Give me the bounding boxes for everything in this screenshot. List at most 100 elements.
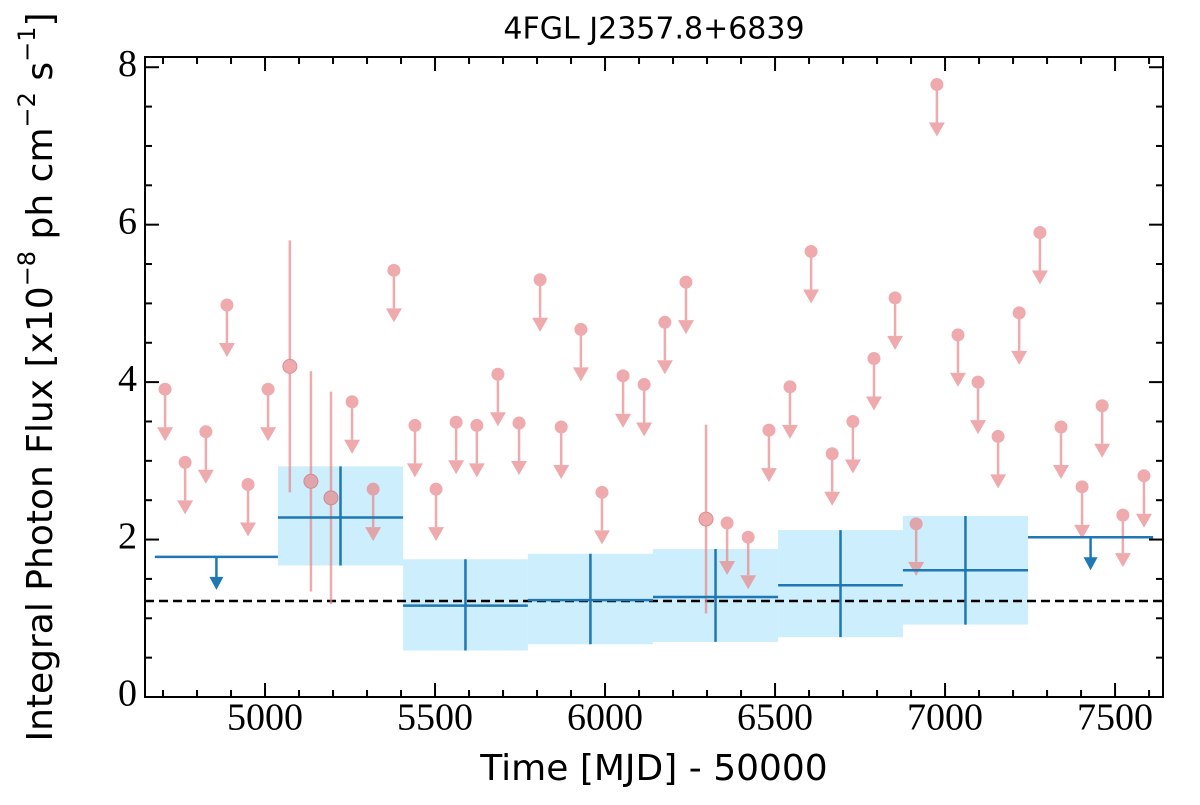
detection-point [323, 490, 339, 506]
y-tick-label: 6 [118, 200, 137, 242]
upper-limit-point [679, 275, 693, 289]
upper-limit-point [261, 382, 275, 396]
x-axis-label: Time [MJD] - 50000 [479, 748, 827, 789]
upper-limit-point [470, 418, 484, 432]
upper-limit-point [533, 273, 547, 287]
upper-limit-arrowhead [197, 469, 214, 484]
chart-title: 4FGL J2357.8+6839 [503, 12, 804, 47]
upper-limit-point [658, 315, 672, 329]
detection [303, 371, 319, 592]
upper-limit [1031, 226, 1048, 285]
upper-limit-point [366, 482, 380, 496]
upper-limit-arrowhead [593, 530, 610, 545]
upper-limit-arrowhead [240, 522, 257, 537]
upper-limit [468, 418, 485, 478]
upper-limit-point [429, 482, 443, 496]
upper-limit-point [762, 423, 776, 437]
upper-limit-arrowhead [572, 367, 589, 382]
upper-limit [782, 380, 799, 439]
x-tick-label: 5500 [397, 697, 473, 739]
upper-limit-arrowhead [677, 320, 694, 335]
upper-limit-arrowhead [887, 335, 904, 350]
upper-limit [1052, 420, 1069, 479]
upper-limit-arrowhead [844, 459, 861, 474]
upper-limit-arrowhead [760, 468, 777, 483]
bin-upper-limit-arrowhead [1083, 557, 1098, 571]
upper-limit [428, 482, 445, 542]
upper-limit [344, 395, 361, 454]
upper-limit-point [220, 298, 234, 312]
upper-limit-arrowhead [1114, 553, 1131, 568]
upper-limit-point [449, 415, 463, 429]
detection [282, 240, 298, 493]
upper-limit [615, 369, 632, 428]
upper-limit-point [846, 414, 860, 428]
upper-limit [240, 477, 257, 537]
upper-limit-point [909, 517, 923, 531]
upper-limit [177, 455, 194, 515]
upper-limit-arrowhead [615, 413, 632, 428]
upper-limit-arrowhead [448, 460, 465, 475]
upper-limit-arrowhead [1094, 443, 1111, 458]
upper-limit-arrowhead [385, 308, 402, 323]
upper-limit [990, 429, 1007, 489]
upper-limit-arrowhead [1052, 464, 1069, 479]
y-axis-label-part: s [20, 62, 61, 92]
upper-limit [197, 425, 214, 484]
y-tick-label: 0 [118, 673, 137, 715]
upper-limit [157, 382, 174, 442]
upper-limit-arrowhead [1135, 513, 1152, 528]
upper-limit [489, 367, 506, 427]
upper-limit-point [1033, 226, 1047, 240]
upper-limit [740, 530, 757, 590]
detection [323, 391, 339, 605]
upper-limit [1135, 469, 1152, 528]
upper-limit-point [595, 485, 609, 499]
upper-limit-point [1012, 306, 1026, 320]
upper-limit-point [741, 530, 755, 544]
upper-limit-point [199, 425, 213, 439]
y-tick-label: 8 [118, 43, 137, 85]
upper-limit [365, 482, 382, 542]
upper-limit [760, 423, 777, 483]
upper-limit-point [867, 352, 881, 366]
upper-limit-arrowhead [553, 464, 570, 479]
upper-limit-point [1095, 399, 1109, 413]
y-axis-label-part: Integral Photon Flux [x10 [20, 286, 61, 741]
upper-limit-point [825, 447, 839, 461]
upper-limit-point [991, 429, 1005, 443]
upper-limit [532, 273, 549, 332]
upper-limit-point [971, 375, 985, 389]
upper-limit-point [554, 420, 568, 434]
upper-limit [593, 485, 610, 545]
upper-limit [824, 447, 841, 506]
upper-limit [656, 315, 673, 375]
upper-limit-arrowhead [428, 527, 445, 542]
upper-limit [865, 352, 882, 411]
upper-limit [260, 382, 277, 442]
y-axis-label-part: ph cm [20, 127, 61, 250]
upper-limit-point [1137, 469, 1151, 483]
upper-limit-point [387, 263, 401, 277]
upper-limit [1011, 306, 1028, 365]
upper-limit-arrowhead [928, 122, 945, 137]
upper-limit-arrowhead [656, 360, 673, 375]
upper-limit-arrowhead [1011, 350, 1028, 365]
plot-frame [144, 56, 1164, 698]
upper-limit [1094, 399, 1111, 458]
upper-limit-point [930, 78, 944, 92]
upper-limit [908, 517, 925, 576]
upper-limit-arrowhead [157, 427, 174, 442]
x-tick-label: 7500 [1077, 697, 1153, 739]
x-tick-label: 7000 [907, 697, 983, 739]
upper-limit-arrowhead [532, 317, 549, 332]
upper-limit-arrowhead [970, 420, 987, 435]
upper-limit-point [804, 244, 818, 258]
x-tick-label: 6500 [737, 697, 813, 739]
y-axis-label: Integral Photon Flux [x10−8 ph cm−2 s−1] [13, 12, 61, 741]
upper-limit-arrowhead [865, 396, 882, 411]
upper-limit [385, 263, 402, 323]
upper-limit [677, 275, 694, 335]
upper-limit-point [512, 416, 526, 430]
